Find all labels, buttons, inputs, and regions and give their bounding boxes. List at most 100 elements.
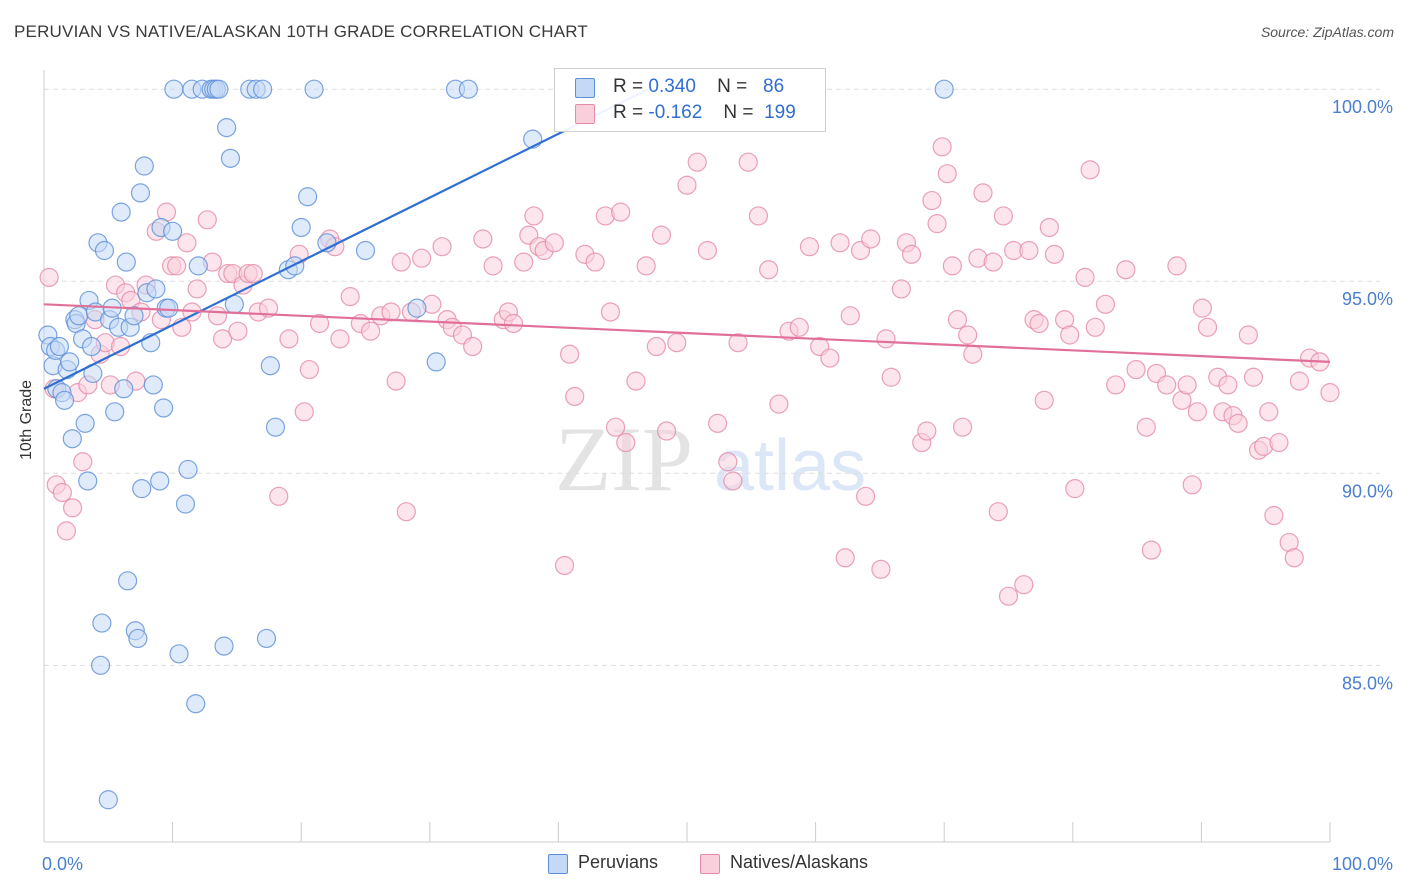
natives-point [1065,479,1085,499]
natives-legend-swatch [700,854,720,874]
natives-point [947,310,968,330]
peruvians-point [934,79,954,99]
peruvians-point [169,644,189,664]
peruvians-point [214,636,234,656]
peruvians-point [117,571,138,591]
peruvians-point [78,471,98,491]
peruvians-point [253,79,273,99]
natives-point [1106,375,1126,395]
peruvians-point [150,471,170,491]
natives-point [1095,294,1116,314]
natives-point [993,206,1013,226]
peruvians-point [188,256,208,276]
peruvians-point [186,694,206,714]
natives-point [937,164,957,184]
natives-point [228,321,248,341]
natives-point [73,452,93,472]
natives-point [432,237,452,257]
n-label: N = [723,102,754,123]
peruvians-point [62,429,82,449]
natives-point [243,263,263,284]
natives-point [718,452,738,472]
natives-point [1218,375,1238,395]
natives-point [963,344,983,364]
natives-point [600,302,621,322]
natives-point [56,521,77,541]
y-axis-label: 10th Grade [18,379,35,460]
peruvians-point [265,417,286,437]
natives-point [309,313,330,334]
natives-point [1039,217,1059,238]
peruvians-point [114,379,134,399]
natives-point [1259,402,1279,422]
peruvians-point [285,256,305,276]
peruvians-point [60,352,80,372]
natives-point [876,329,896,349]
natives-point [616,432,636,453]
natives-point [330,329,350,349]
natives-point [187,279,207,299]
legend-label-peruvians: Peruvians [578,852,659,872]
natives-point [396,502,416,522]
peruvians-point [153,398,174,418]
natives-point [1019,240,1039,261]
r-label: R = [613,76,644,97]
peruvians-point [260,356,280,376]
natives-point [1284,548,1304,568]
r-value-peruvians: 0.340 [648,76,696,97]
peruvians-point [105,402,125,422]
natives-point [412,248,432,268]
peruvians-point [217,118,237,138]
peruvians-point [130,183,151,203]
natives-point [177,233,197,253]
natives-point [1289,371,1309,391]
natives-point [835,548,855,568]
natives-point [1044,244,1065,264]
natives-point [1080,160,1100,180]
peruvians-point [124,306,144,326]
peruvians-point [163,221,183,241]
peruvians-point [407,298,427,318]
natives-point [503,313,524,334]
peruvians-point [304,79,324,99]
peruvians-point [75,413,95,433]
natives-point [391,252,411,272]
peruvians-point [111,202,131,222]
natives-point [1238,325,1258,345]
natives-point [1029,313,1049,334]
natives-point [952,417,973,437]
x-tick-label: 100.0% [1332,854,1393,874]
natives-point [279,329,299,349]
y-tick-label: 90.0% [1342,481,1393,501]
natives-point [942,256,962,276]
natives-point [1141,540,1161,560]
natives-point [1177,375,1197,395]
natives-point [626,371,646,391]
natives-point [340,287,360,307]
source-credit: Source: ZipAtlas.com [1260,24,1394,40]
n-value-natives: 199 [764,102,796,123]
peruvians-point [175,494,196,514]
natives-point [585,252,605,272]
peruvians-point [132,479,152,499]
natives-point [820,348,840,368]
natives-point [560,344,580,364]
peruvians-point [81,336,102,357]
natives-point [789,317,809,337]
y-tick-label: 100.0% [1332,97,1393,117]
natives-point [922,190,942,211]
natives-point [39,267,59,288]
peruvians-point [116,252,136,272]
natives-point [983,252,1003,272]
peruvians-point [458,79,478,99]
natives-point [871,559,891,579]
peruvians-legend-swatch [548,854,568,874]
chart-title: PERUVIAN VS NATIVE/ALASKAN 10TH GRADE CO… [14,22,589,41]
natives-point [52,482,72,503]
natives-point [748,206,769,226]
natives-point [1197,317,1218,337]
n-label: N = [717,76,748,97]
natives-point [361,321,381,341]
natives-point [1126,359,1146,380]
